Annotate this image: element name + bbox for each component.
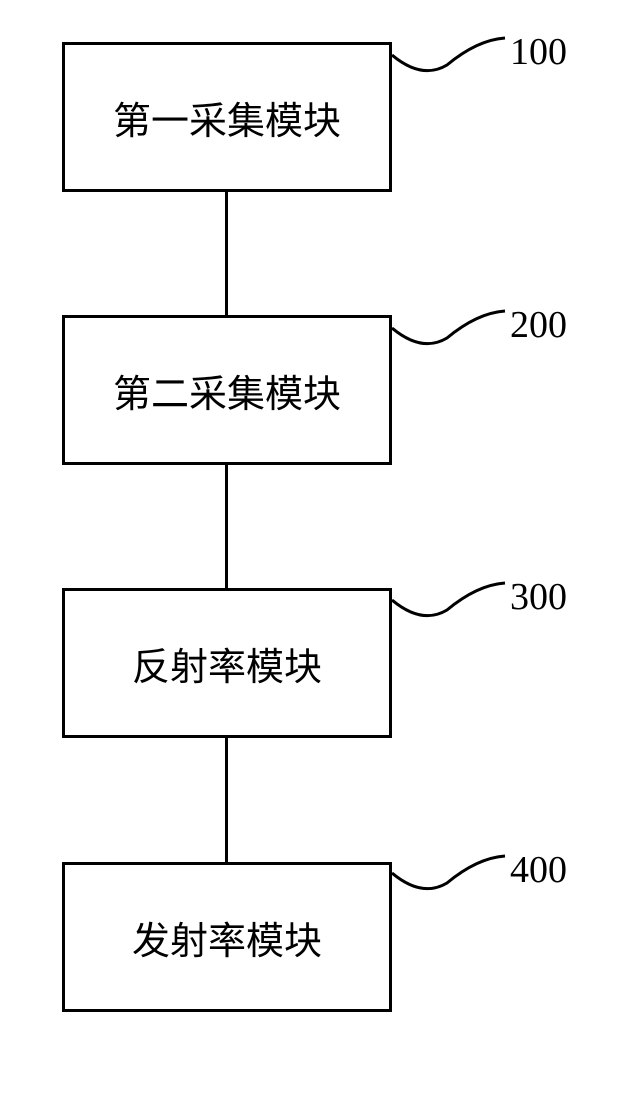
connector-1-2	[225, 192, 228, 315]
node-reflectance-module: 反射率模块	[62, 588, 392, 738]
callout-curve-400	[392, 843, 512, 918]
flowchart-diagram: 第一采集模块 第二采集模块 反射率模块 发射率模块 100 200 300 40…	[0, 0, 626, 1115]
node-label: 反射率模块	[132, 636, 322, 691]
callout-label-100: 100	[510, 30, 567, 74]
node-second-collection-module: 第二采集模块	[62, 315, 392, 465]
node-label: 发射率模块	[132, 910, 322, 965]
callout-label-200: 200	[510, 303, 567, 347]
callout-label-300: 300	[510, 575, 567, 619]
node-emissivity-module: 发射率模块	[62, 862, 392, 1012]
callout-curve-300	[392, 570, 512, 645]
callout-curve-100	[392, 25, 512, 100]
node-first-collection-module: 第一采集模块	[62, 42, 392, 192]
callout-curve-200	[392, 298, 512, 373]
node-label: 第一采集模块	[113, 90, 341, 145]
connector-3-4	[225, 738, 228, 862]
connector-2-3	[225, 465, 228, 588]
callout-label-400: 400	[510, 848, 567, 892]
node-label: 第二采集模块	[113, 363, 341, 418]
